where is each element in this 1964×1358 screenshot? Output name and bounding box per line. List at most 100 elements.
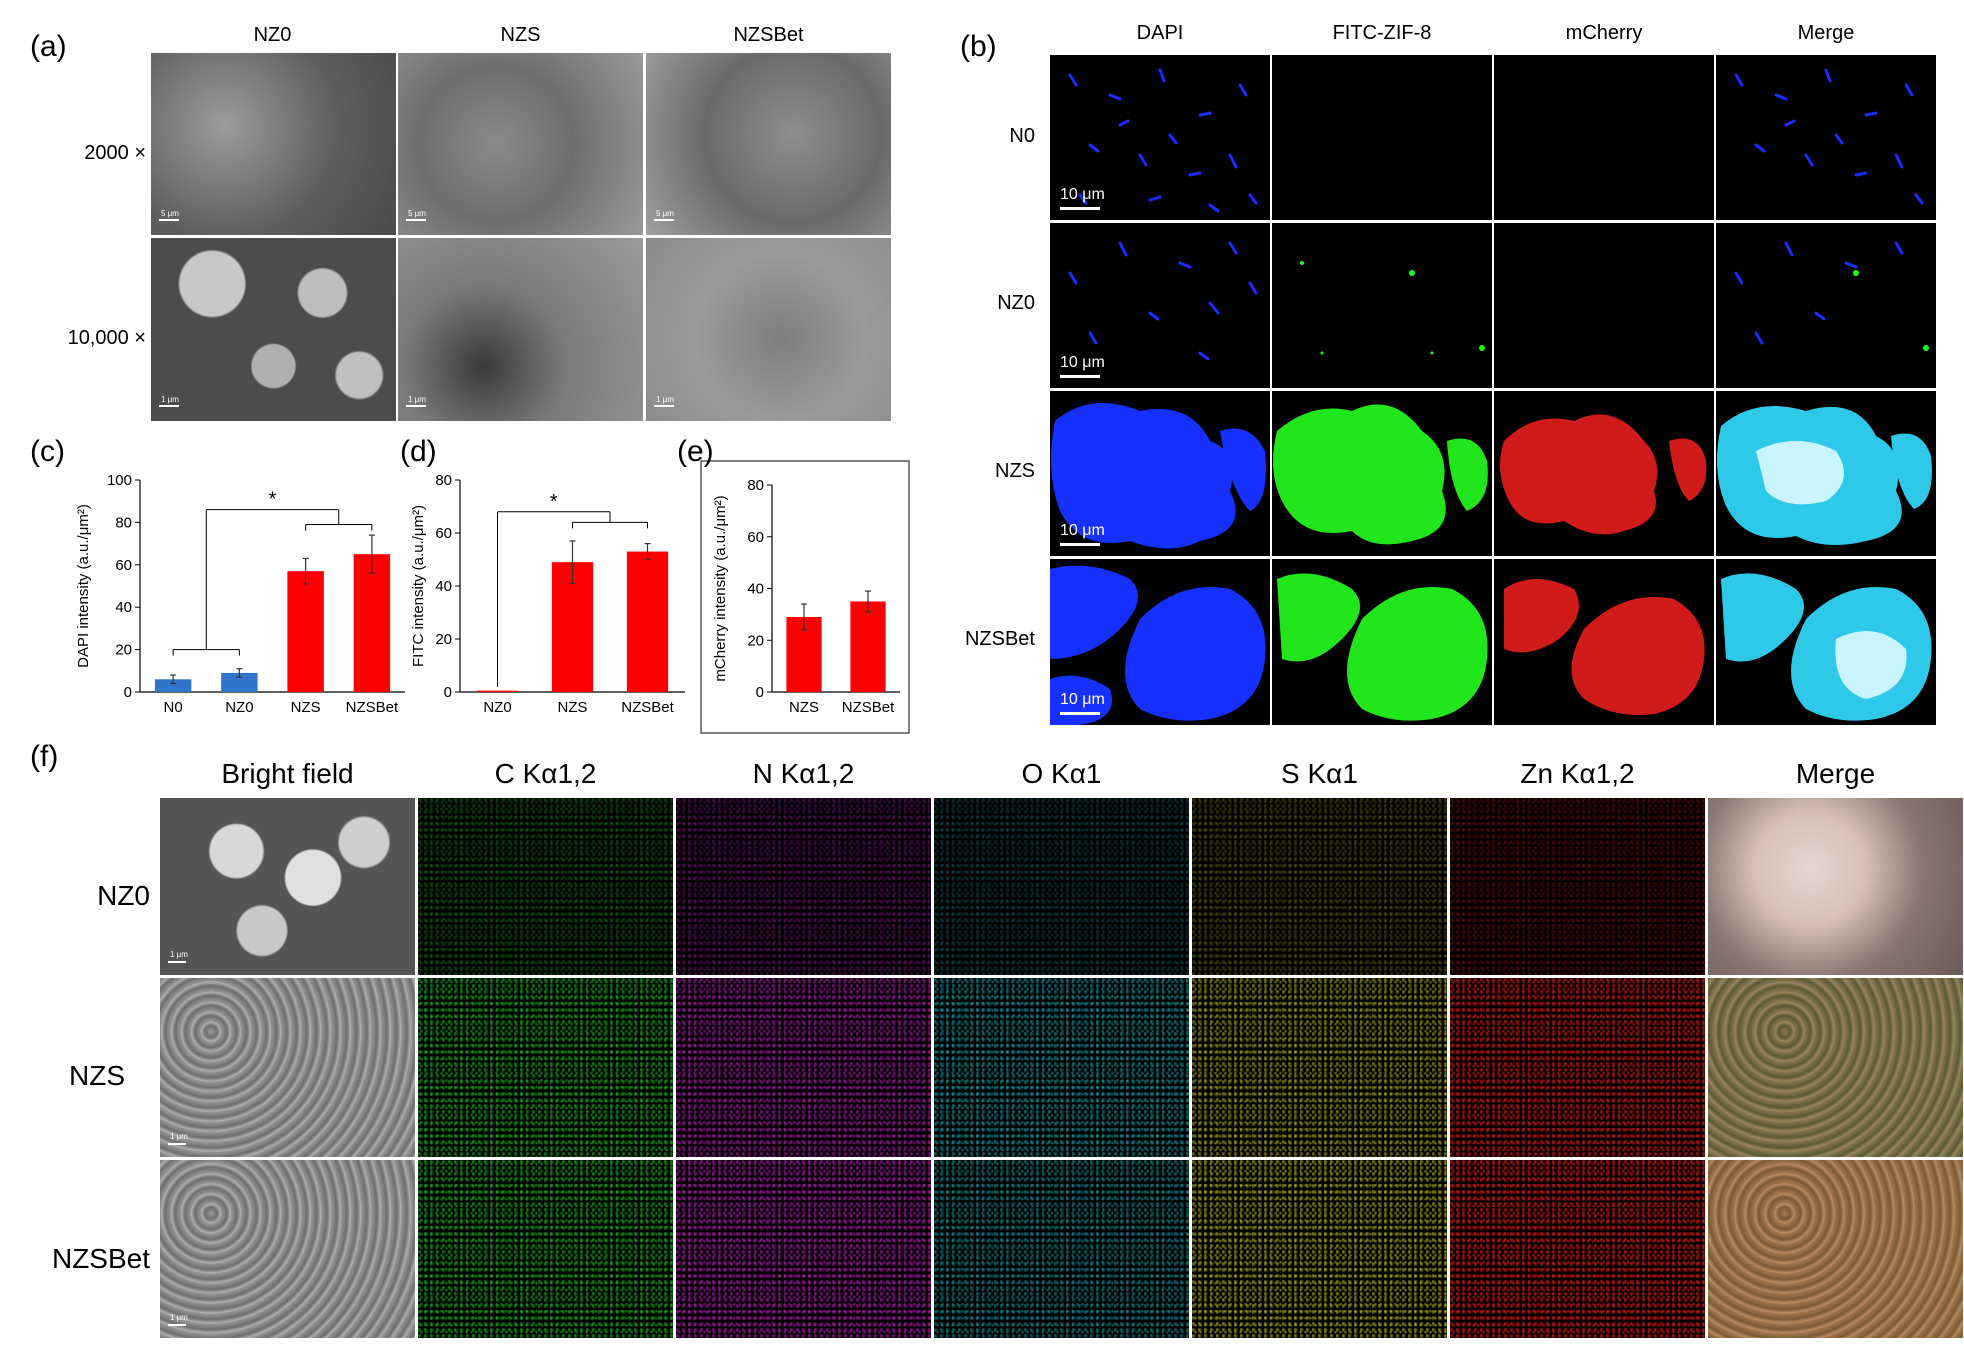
x-tick-label: NZS bbox=[558, 699, 588, 716]
scale-label: 5 μm bbox=[656, 209, 674, 218]
y-tick-label: 40 bbox=[115, 599, 132, 616]
bar-nzs bbox=[287, 571, 324, 692]
sem-image-nzs-10000x: 1 μm bbox=[398, 238, 643, 421]
eds-nzsbet-bright: 1 μm bbox=[160, 1160, 415, 1338]
aggregate bbox=[1721, 573, 1932, 721]
eds-nz0-o bbox=[934, 798, 1189, 975]
y-tick-label: 20 bbox=[747, 632, 764, 649]
fluor-n0-fitc bbox=[1272, 55, 1492, 220]
scale-bar bbox=[168, 961, 186, 963]
cell-dots bbox=[1068, 241, 1258, 361]
fluor-nzs-mcherry bbox=[1494, 391, 1714, 556]
fluor-nz0-fitc bbox=[1272, 223, 1492, 388]
fluor-nzs-fitc bbox=[1272, 391, 1492, 556]
eds-nzsbet-zn bbox=[1450, 1160, 1705, 1338]
mcherry-intensity-chart: 0 20 40 60 80 mCherry intensity (a.u./μm²) NZS… bbox=[700, 460, 910, 734]
scale-label: 5 μm bbox=[408, 209, 426, 218]
y-tick-label: 80 bbox=[747, 477, 764, 494]
y-tick-label: 100 bbox=[107, 472, 132, 489]
scale-bar bbox=[168, 1143, 186, 1145]
eds-nzsbet-n bbox=[676, 1160, 931, 1338]
sem-image-nzs-2000x: 5 μm bbox=[398, 53, 643, 235]
fluor-nzs-dapi: 10 μm bbox=[1050, 391, 1270, 556]
scale-label: 10 μm bbox=[1060, 354, 1105, 371]
scale-label: 5 μm bbox=[161, 209, 179, 218]
fluor-nzsbet-fitc bbox=[1272, 559, 1492, 725]
panel-label-a: (a) bbox=[30, 30, 67, 63]
panel-label-c: (c) bbox=[30, 435, 65, 468]
scale-label: 1 μm bbox=[161, 395, 179, 404]
aggregate bbox=[1273, 404, 1488, 545]
bar-nzsbet bbox=[850, 601, 886, 692]
row-header-nzsbet: NZSBet bbox=[964, 628, 1035, 650]
fluor-nzsbet-merge bbox=[1716, 559, 1936, 725]
eds-nzsbet-o bbox=[934, 1160, 1189, 1338]
y-axis-label: mCherry intensity (a.u./μm²) bbox=[712, 495, 729, 681]
panel-label-d: (d) bbox=[400, 435, 437, 468]
col-header-n: N Kα1,2 bbox=[752, 758, 855, 789]
col-header-s: S Kα1 bbox=[1281, 758, 1358, 789]
row-header-nzsbet: NZSBet bbox=[51, 1243, 150, 1274]
eds-nzsbet-c bbox=[418, 1160, 673, 1338]
panel-label-f: (f) bbox=[30, 740, 59, 773]
x-tick-label: NZS bbox=[291, 699, 321, 716]
y-tick-label: 0 bbox=[124, 684, 132, 701]
bar-nz0 bbox=[476, 690, 519, 692]
y-tick-label: 20 bbox=[115, 642, 132, 659]
x-tick-label: NZSBet bbox=[346, 699, 399, 716]
fluor-nz0-mcherry bbox=[1494, 223, 1714, 388]
fluor-nzsbet-dapi: 10 μm bbox=[1050, 559, 1270, 725]
aggregate bbox=[1051, 403, 1266, 549]
eds-nz0-n bbox=[676, 798, 931, 975]
aggregate bbox=[1277, 573, 1488, 721]
eds-nzs-n bbox=[676, 978, 931, 1157]
col-header-dapi: DAPI bbox=[1136, 22, 1184, 44]
row-header-nz0: NZ0 bbox=[97, 880, 150, 911]
y-axis-label: DAPI intensity (a.u./μm²) bbox=[75, 504, 92, 668]
fluor-n0-merge bbox=[1716, 55, 1936, 220]
scale-label: 10 μm bbox=[1060, 522, 1105, 539]
col-header-nzsbet: NZSBet bbox=[733, 24, 804, 46]
fitc-intensity-chart: 0 20 40 60 80 FITC intensity (a.u./μm²) NZ0 NZS… bbox=[410, 472, 685, 716]
eds-nzsbet-merge bbox=[1708, 1160, 1963, 1338]
y-tick-label: 40 bbox=[435, 578, 452, 595]
eds-nz0-zn bbox=[1450, 798, 1705, 975]
aggregate bbox=[1500, 414, 1707, 535]
x-tick-label: NZ0 bbox=[225, 699, 253, 716]
col-header-merge: Merge bbox=[1797, 22, 1855, 44]
x-tick-label: NZS bbox=[789, 699, 819, 716]
eds-nzsbet-s bbox=[1192, 1160, 1447, 1338]
col-header-c: C Kα1,2 bbox=[494, 758, 597, 789]
y-tick-label: 60 bbox=[747, 529, 764, 546]
significance-star: * bbox=[550, 491, 558, 513]
row-header-nzs: NZS bbox=[69, 1060, 125, 1091]
col-header-zn: Zn Kα1,2 bbox=[1520, 758, 1635, 789]
fluor-n0-mcherry bbox=[1494, 55, 1714, 220]
panel-label-e: (e) bbox=[677, 435, 714, 468]
eds-nzs-c bbox=[418, 978, 673, 1157]
y-axis-label: FITC intensity (a.u./μm²) bbox=[410, 505, 427, 667]
aggregate bbox=[1050, 565, 1266, 725]
scale-label: 1 μm bbox=[170, 1132, 188, 1141]
x-tick-label: NZ0 bbox=[483, 699, 511, 716]
x-tick-label: NZSBet bbox=[842, 699, 895, 716]
fluor-nzsbet-mcherry bbox=[1494, 559, 1714, 725]
col-header-mcherry: mCherry bbox=[1565, 22, 1643, 44]
y-tick-label: 60 bbox=[115, 557, 132, 574]
bar-nzsbet bbox=[626, 551, 669, 692]
eds-nz0-merge bbox=[1708, 798, 1963, 975]
y-tick-label: 80 bbox=[435, 472, 452, 489]
green-dots bbox=[1300, 261, 1485, 355]
eds-nzs-zn bbox=[1450, 978, 1705, 1157]
y-tick-label: 60 bbox=[435, 525, 452, 542]
row-header-2000x: 2000 × bbox=[84, 142, 146, 164]
y-tick-label: 80 bbox=[115, 514, 132, 531]
sem-image-nz0-10000x: 1 μm bbox=[151, 238, 396, 421]
y-tick-label: 0 bbox=[444, 684, 452, 701]
row-header-nzs: NZS bbox=[995, 460, 1035, 482]
cell-dots bbox=[1734, 241, 1929, 351]
fluor-nz0-merge bbox=[1716, 223, 1936, 388]
x-tick-label: N0 bbox=[164, 699, 183, 716]
col-header-o: O Kα1 bbox=[1021, 758, 1102, 789]
scale-label: 1 μm bbox=[408, 395, 426, 404]
